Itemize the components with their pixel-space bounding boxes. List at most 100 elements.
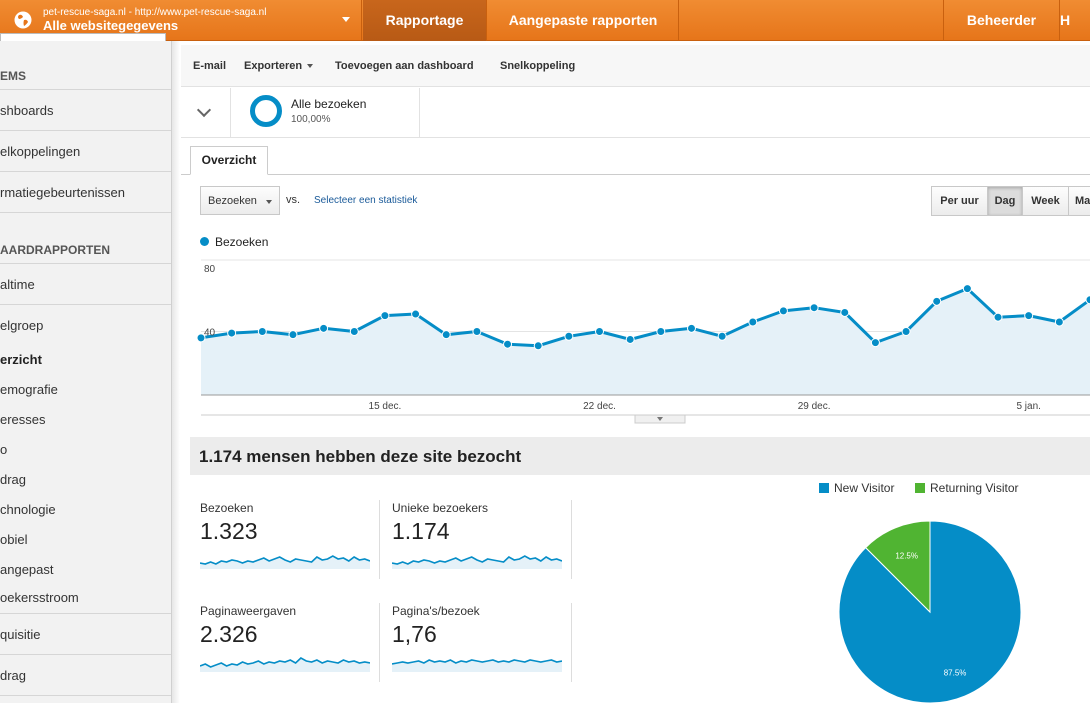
export-button[interactable]: Exporteren <box>244 60 314 72</box>
data-point <box>533 341 543 351</box>
nav-tab-help[interactable]: H <box>1060 12 1071 28</box>
metric-label: Pagina's/bezoek <box>392 604 480 618</box>
sidebar-item-dashboards[interactable]: shboards <box>0 103 54 118</box>
metric-value: 1,76 <box>392 621 437 647</box>
nav-tab-custom-reports[interactable]: Aangepaste rapporten <box>488 0 679 41</box>
data-point <box>809 303 819 313</box>
sparkline-area <box>392 660 562 672</box>
sidebar-item-demographics[interactable]: emografie <box>0 382 58 397</box>
globe-icon <box>14 11 32 29</box>
sidebar-item-mobile[interactable]: obiel <box>0 532 28 547</box>
pie-legend-new[interactable]: New Visitor <box>819 481 894 495</box>
legend-dot <box>200 237 209 246</box>
data-point <box>349 327 359 336</box>
metric-value: 2.326 <box>200 621 258 647</box>
account-search-field[interactable] <box>0 33 166 41</box>
y-tick-label: 40 <box>204 328 216 339</box>
data-point <box>932 296 942 306</box>
pie-legend-returning[interactable]: Returning Visitor <box>915 481 1019 495</box>
metric-label: Unieke bezoekers <box>392 501 489 515</box>
segment-bar: Alle bezoeken 100,00% <box>181 88 1090 138</box>
pie-slice-label: 12.5% <box>895 552 918 561</box>
chevron-down-icon <box>266 200 272 204</box>
data-point <box>993 312 1003 322</box>
x-tick-label: 22 dec. <box>583 401 616 412</box>
sidebar-item-technology[interactable]: chnologie <box>0 502 56 517</box>
data-point <box>227 328 237 338</box>
period-week-button[interactable]: Week <box>1022 186 1069 216</box>
data-point <box>717 331 727 341</box>
sidebar-item-behavior-section[interactable]: drag <box>0 668 27 683</box>
metric-card-visits[interactable]: Bezoeken 1.323 <box>190 501 370 581</box>
period-hourly-button[interactable]: Per uur <box>931 186 988 216</box>
metric-card-pageviews[interactable]: Paginaweergaven 2.326 <box>190 604 370 684</box>
nav-tab-reporting[interactable]: Rapportage <box>363 0 487 41</box>
metric-label: Bezoeken <box>200 501 254 515</box>
metric-card-unique-visitors[interactable]: Unieke bezoekers 1.174 <box>382 501 562 581</box>
sparkline <box>200 555 370 569</box>
email-button[interactable]: E-mail <box>193 60 227 72</box>
pie-slice-label: 87.5% <box>944 669 967 678</box>
sidebar-item-audience[interactable]: elgroep <box>0 318 44 333</box>
chart-legend: Bezoeken <box>200 235 268 249</box>
sidebar-item-shortcuts[interactable]: elkoppelingen <box>0 144 81 159</box>
data-point <box>472 327 482 336</box>
report-toolbar: E-mail Exporteren Toevoegen aan dashboar… <box>181 45 1090 87</box>
sidebar: EMS shboards elkoppelingen rmatiegebeurt… <box>0 41 172 703</box>
segment-ring-icon <box>250 95 282 127</box>
data-point <box>196 333 206 343</box>
sidebar-shadow <box>172 41 180 703</box>
pie-legend-label: Returning Visitor <box>930 481 1019 495</box>
segment-name[interactable]: Alle bezoeken <box>291 97 367 111</box>
export-label: Exporteren <box>244 60 303 72</box>
chevron-down-icon <box>342 17 350 22</box>
data-point <box>380 311 390 321</box>
sidebar-item-visitors-flow[interactable]: oekersstroom <box>0 590 79 605</box>
property-name: Alle websitegegevens <box>43 18 179 33</box>
metric-value: 1.174 <box>392 518 450 544</box>
x-tick-label: 5 jan. <box>1016 401 1040 412</box>
sidebar-item-acquisition[interactable]: quisitie <box>0 627 41 642</box>
pie-slice <box>864 520 931 614</box>
sidebar-item-realtime[interactable]: altime <box>0 277 35 292</box>
visitor-type-pie-chart: 87.5% 12.5% <box>838 520 1022 703</box>
x-tick-label: 29 dec. <box>798 401 831 412</box>
metric-select[interactable]: Bezoeken <box>200 186 280 215</box>
period-month-button[interactable]: Maand <box>1068 186 1090 216</box>
sidebar-item-custom[interactable]: angepast <box>0 562 54 577</box>
chevron-down-icon[interactable] <box>196 102 212 118</box>
vs-label: vs. <box>286 194 301 206</box>
nav-tab-admin[interactable]: Beheerder <box>943 0 1060 41</box>
legend-swatch <box>915 483 925 493</box>
period-day-button[interactable]: Dag <box>987 186 1023 216</box>
sidebar-item-intelligence-events[interactable]: rmatiegebeurtenissen <box>0 185 126 200</box>
sidebar-item-geo[interactable]: o <box>0 442 8 457</box>
visits-line-chart: 80 40 15 dec. 22 dec. 29 dec. 5 jan. <box>196 259 1090 424</box>
sidebar-item-behavior[interactable]: drag <box>0 472 27 487</box>
sparkline <box>392 659 562 672</box>
add-to-dashboard-button[interactable]: Toevoegen aan dashboard <box>335 60 474 72</box>
data-point <box>962 284 972 294</box>
data-point <box>1024 311 1034 321</box>
sidebar-item-interests[interactable]: eresses <box>0 412 46 427</box>
select-statistic-link[interactable]: Selecteer een statistiek <box>314 195 418 206</box>
shortcut-button[interactable]: Snelkoppeling <box>500 60 576 72</box>
legend-label: Bezoeken <box>215 235 269 249</box>
data-point <box>503 339 513 349</box>
legend-swatch <box>819 483 829 493</box>
series-line <box>200 287 1090 348</box>
tab-overview[interactable]: Overzicht <box>190 146 268 175</box>
summary-headline: 1.174 mensen hebben deze site bezocht <box>190 437 1090 475</box>
metric-value: 1.323 <box>200 518 258 544</box>
metric-card-pages-per-visit[interactable]: Pagina's/bezoek 1,76 <box>382 604 562 684</box>
chevron-down-icon <box>657 417 663 421</box>
metric-select-label: Bezoeken <box>208 195 257 207</box>
sidebar-item-overview[interactable]: erzicht <box>0 352 42 367</box>
pie-legend-label: New Visitor <box>834 481 895 495</box>
data-point <box>257 327 267 336</box>
data-point <box>686 323 696 333</box>
data-point <box>840 307 850 317</box>
data-point <box>901 327 911 336</box>
account-selector[interactable]: pet-rescue-saga.nl - http://www.pet-resc… <box>0 0 362 41</box>
